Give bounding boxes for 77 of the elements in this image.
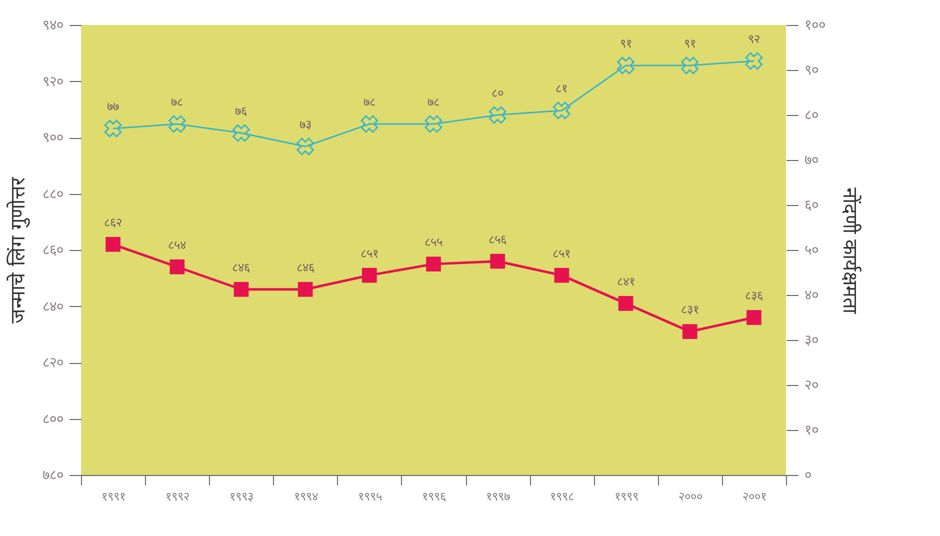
- data-label: ७८: [428, 95, 440, 109]
- data-label: ७७: [107, 100, 120, 114]
- data-label: ८४६: [296, 260, 314, 274]
- y-tick-label: ८००: [42, 411, 64, 428]
- point: [617, 56, 635, 74]
- point: [106, 236, 120, 252]
- y2-tick-label: १००: [804, 18, 826, 34]
- y-tick-label: ८६०: [42, 242, 64, 258]
- y2-tick-label: ०: [804, 468, 812, 484]
- data-label: ७८: [363, 95, 376, 109]
- data-label: ९१: [620, 36, 632, 50]
- y2-tick-label: ५०: [804, 242, 818, 258]
- data-label: ७६: [235, 104, 248, 118]
- point: [554, 268, 570, 283]
- y2-tick-label: २०: [804, 378, 818, 394]
- y2-axis-title: नोंदणी कार्यक्षमता: [838, 187, 862, 315]
- y-tick-label: ८८०: [42, 186, 64, 202]
- y2-tick-label: १०: [804, 422, 818, 438]
- x-tick-label: १९९८: [550, 490, 574, 504]
- point: [362, 268, 377, 283]
- x-tick-label: २००१: [742, 490, 766, 504]
- y2-tick-label: ९०: [804, 62, 818, 78]
- point: [490, 254, 506, 269]
- data-label: ८५६: [488, 232, 507, 246]
- point: [681, 56, 699, 74]
- y-tick-label: ८४०: [42, 298, 64, 315]
- point: [168, 115, 186, 133]
- x-tick-label: २०००: [678, 490, 702, 504]
- y-tick-label: ८२०: [42, 355, 64, 371]
- x-tick-label: १९९७: [486, 490, 510, 504]
- data-label: ८४१: [616, 274, 635, 288]
- point: [488, 106, 506, 124]
- point: [426, 256, 441, 272]
- point: [618, 296, 634, 311]
- y-tick-label: ७८०: [42, 468, 64, 484]
- point: [170, 259, 185, 274]
- point: [232, 124, 250, 142]
- x-tick-label: १९९४: [294, 490, 318, 504]
- point: [746, 310, 762, 325]
- x-tick-label: १९९२: [166, 490, 190, 504]
- point: [552, 102, 570, 120]
- data-label: ७३: [299, 118, 312, 132]
- y2-tick-label: ६०: [804, 198, 818, 214]
- point: [104, 120, 122, 138]
- data-label: ८४६: [232, 260, 250, 274]
- y-axis-title: जन्माचे लिंग गुणोत्तर: [6, 176, 30, 324]
- point: [424, 115, 442, 133]
- x-tick-label: १९९१: [102, 490, 126, 504]
- data-label: ८५१: [360, 246, 378, 260]
- point: [745, 52, 763, 70]
- data-label: ७८: [171, 95, 184, 109]
- data-label: ८५५: [424, 235, 442, 250]
- x-tick-label: १९९३: [230, 490, 254, 504]
- y-tick-label: ९२०: [42, 74, 64, 90]
- point: [682, 324, 698, 339]
- x-tick-label: १९९५: [358, 490, 382, 504]
- point: [296, 138, 314, 156]
- point: [360, 115, 378, 133]
- y2-tick-label: ४०: [804, 288, 818, 304]
- x-tick-label: १९९९: [614, 490, 638, 504]
- y2-tick-label: ७०: [804, 152, 818, 168]
- y-tick-label: ९४०: [42, 18, 64, 34]
- data-label: ९१: [684, 36, 696, 50]
- data-label: ८०: [492, 86, 504, 100]
- data-label: ८५१: [552, 246, 571, 260]
- y2-tick-label: ३०: [804, 332, 818, 348]
- x-tick-label: १९९६: [422, 490, 446, 504]
- y-tick-label: ९००: [42, 130, 64, 146]
- data-label: ८६२: [104, 215, 122, 230]
- data-label: ८३१: [680, 302, 699, 317]
- data-label: ८५४: [168, 238, 186, 252]
- point: [298, 282, 313, 297]
- data-label: ९२: [748, 32, 760, 46]
- data-label: ८१: [556, 82, 568, 96]
- point: [234, 282, 249, 297]
- data-label: ८३६: [744, 288, 763, 302]
- y2-tick-label: ८०: [804, 108, 818, 124]
